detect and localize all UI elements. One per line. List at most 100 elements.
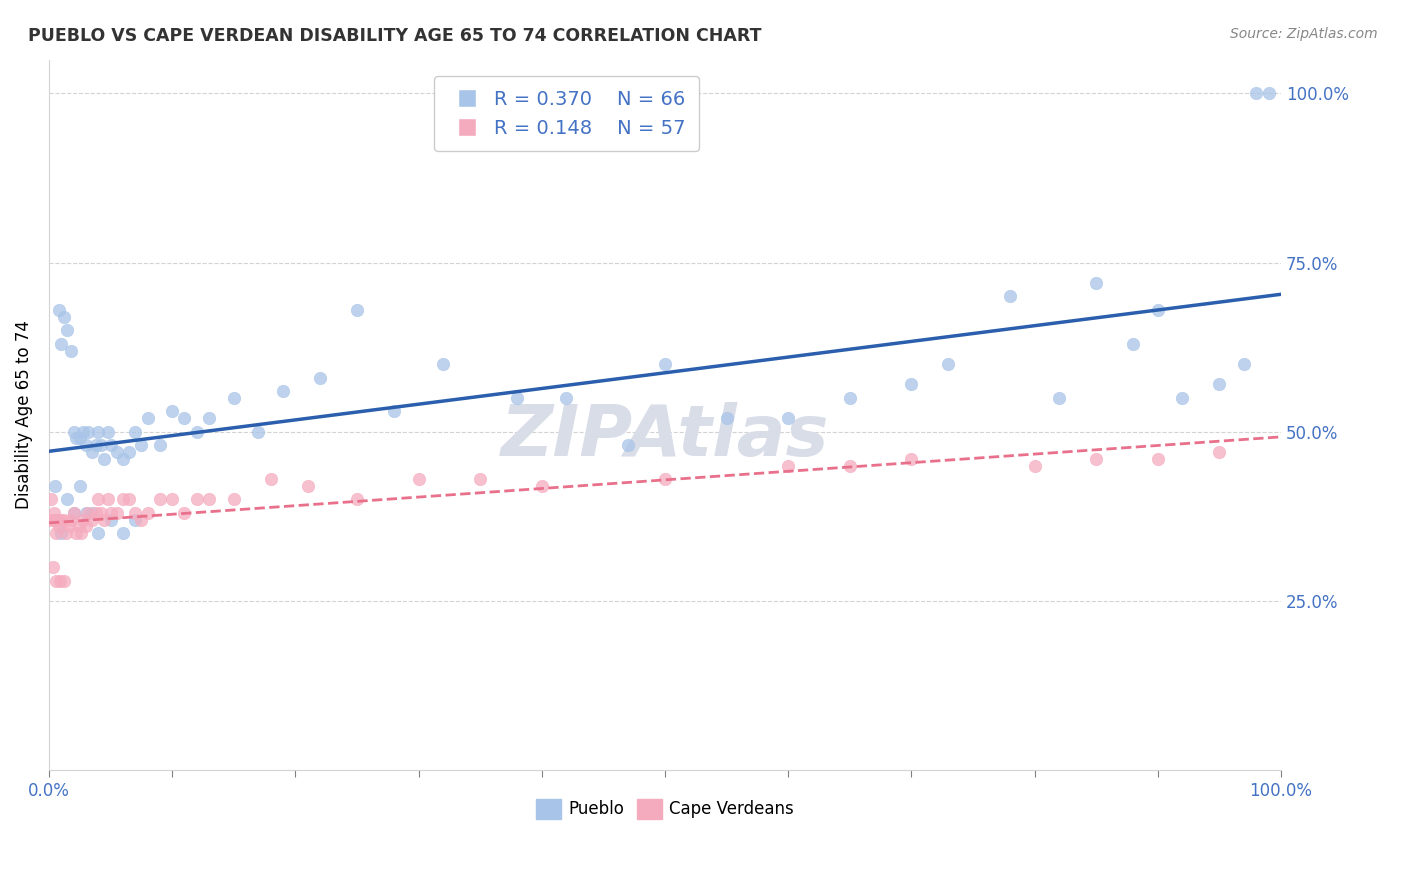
Point: [75, 506, 97, 520]
Point: [72, 513, 94, 527]
Point: [160, 404, 183, 418]
Point: [118, 445, 141, 459]
Point: [87, 425, 110, 439]
Point: [84, 506, 107, 520]
Point: [1257, 87, 1279, 101]
Point: [1085, 276, 1108, 290]
Point: [41, 513, 63, 527]
Point: [75, 438, 97, 452]
Point: [124, 506, 146, 520]
Point: [186, 492, 208, 507]
Point: [118, 492, 141, 507]
Point: [56, 323, 79, 337]
Point: [51, 336, 73, 351]
Point: [778, 411, 800, 425]
Point: [69, 432, 91, 446]
Point: [838, 391, 860, 405]
Point: [198, 492, 221, 507]
Point: [1246, 87, 1268, 101]
Point: [408, 472, 430, 486]
Point: [42, 506, 65, 520]
Point: [49, 574, 72, 588]
Point: [998, 289, 1021, 303]
Point: [93, 513, 115, 527]
Point: [124, 513, 146, 527]
Text: Source: ZipAtlas.com: Source: ZipAtlas.com: [1230, 27, 1378, 41]
Point: [247, 425, 270, 439]
Point: [131, 438, 153, 452]
Point: [41, 560, 63, 574]
Point: [45, 526, 67, 541]
Point: [1208, 445, 1230, 459]
Point: [149, 438, 172, 452]
Point: [97, 492, 120, 507]
Point: [297, 479, 319, 493]
Point: [198, 411, 221, 425]
Point: [936, 357, 959, 371]
Point: [65, 526, 87, 541]
Point: [900, 451, 922, 466]
Point: [111, 451, 134, 466]
Point: [124, 425, 146, 439]
Point: [271, 384, 294, 398]
Point: [160, 492, 183, 507]
Point: [56, 492, 79, 507]
Point: [222, 391, 245, 405]
Point: [52, 310, 75, 324]
Point: [260, 472, 283, 486]
Point: [75, 519, 97, 533]
Point: [67, 519, 90, 533]
Point: [60, 513, 83, 527]
Point: [1171, 391, 1194, 405]
Point: [52, 574, 75, 588]
Point: [1047, 391, 1070, 405]
Point: [136, 506, 159, 520]
Point: [346, 492, 368, 507]
Point: [100, 513, 122, 527]
Point: [186, 425, 208, 439]
Point: [52, 513, 75, 527]
Point: [838, 458, 860, 473]
Y-axis label: Disability Age 65 to 74: Disability Age 65 to 74: [15, 320, 32, 509]
Point: [62, 425, 84, 439]
Point: [90, 438, 112, 452]
Point: [555, 391, 578, 405]
Point: [346, 302, 368, 317]
Point: [778, 458, 800, 473]
Point: [136, 411, 159, 425]
Point: [1233, 357, 1256, 371]
Point: [90, 506, 112, 520]
Point: [44, 513, 66, 527]
Point: [62, 506, 84, 520]
Point: [72, 425, 94, 439]
Point: [77, 506, 100, 520]
Point: [105, 445, 128, 459]
Point: [38, 513, 60, 527]
Point: [100, 506, 122, 520]
Point: [173, 506, 195, 520]
Point: [41, 492, 63, 507]
Point: [654, 472, 676, 486]
Point: [84, 438, 107, 452]
Point: [87, 492, 110, 507]
Point: [48, 302, 70, 317]
Point: [309, 370, 332, 384]
Point: [173, 411, 195, 425]
Point: [80, 506, 103, 520]
Point: [111, 492, 134, 507]
Point: [1024, 458, 1046, 473]
Point: [65, 432, 87, 446]
Point: [51, 526, 73, 541]
Point: [149, 492, 172, 507]
Point: [506, 391, 529, 405]
Point: [87, 526, 110, 541]
Point: [44, 479, 66, 493]
Legend: Pueblo, Cape Verdeans: Pueblo, Cape Verdeans: [530, 792, 800, 826]
Point: [48, 519, 70, 533]
Point: [1122, 336, 1144, 351]
Point: [111, 526, 134, 541]
Point: [530, 479, 553, 493]
Text: ZIPAtlas: ZIPAtlas: [501, 401, 830, 471]
Point: [100, 438, 122, 452]
Point: [46, 513, 69, 527]
